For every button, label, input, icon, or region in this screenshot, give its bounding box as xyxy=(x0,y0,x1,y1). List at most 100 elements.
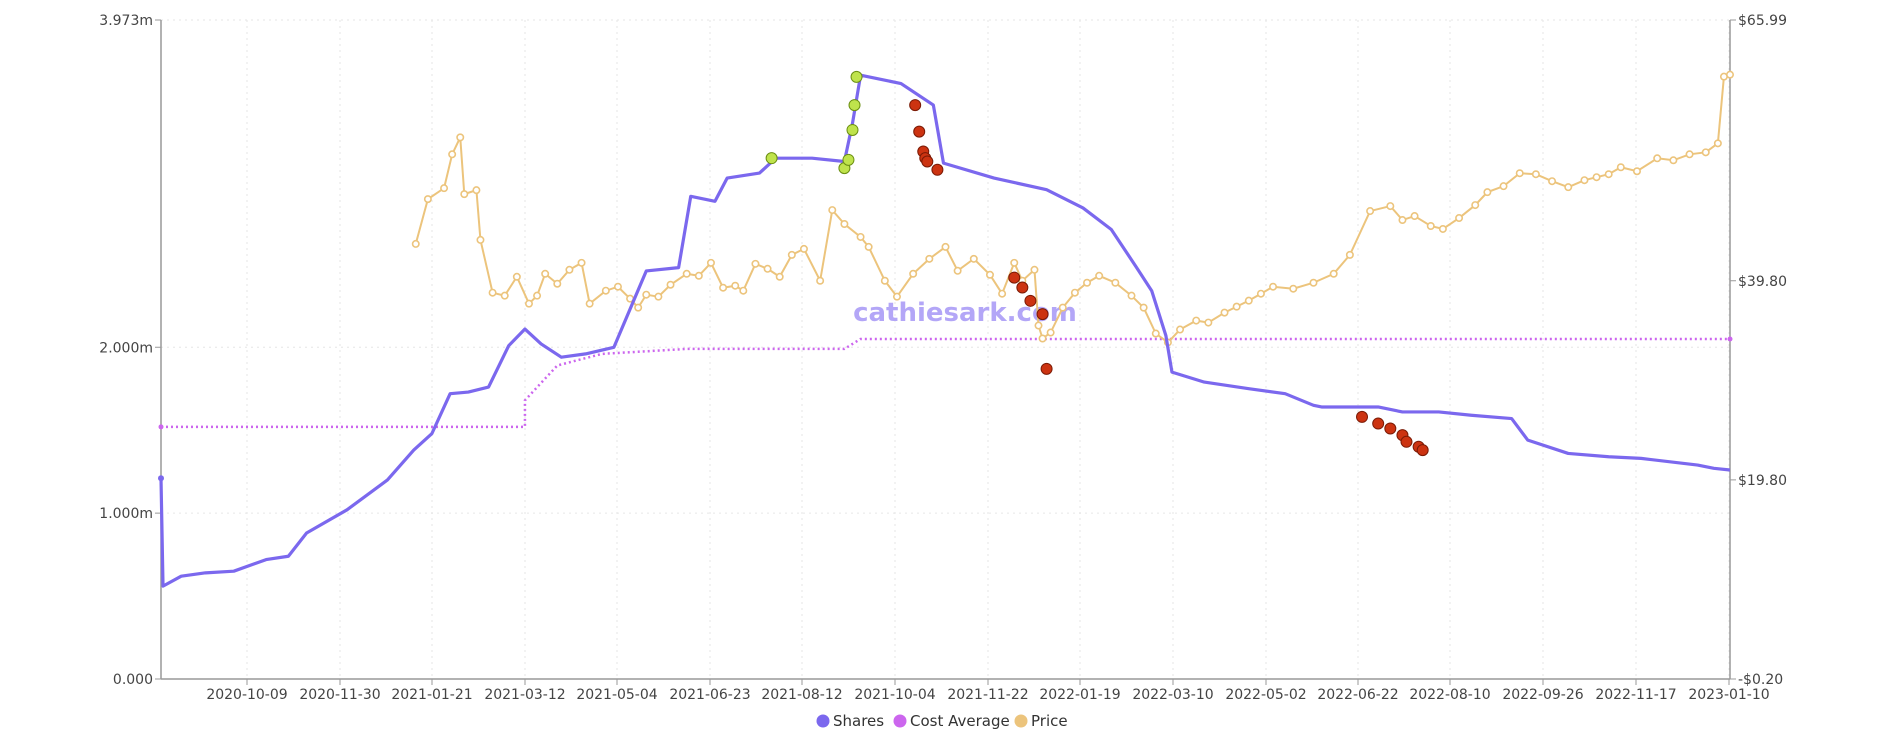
price-point xyxy=(775,272,784,281)
price-point xyxy=(512,272,521,281)
buy-marker xyxy=(848,99,861,112)
right-tick-label: $65.99 xyxy=(1738,13,1787,29)
price-point xyxy=(1653,154,1662,163)
price-point xyxy=(1289,284,1298,293)
price-point xyxy=(1244,296,1253,305)
sell-marker xyxy=(1384,422,1397,435)
legend-item-cost-average[interactable]: Cost Average xyxy=(893,712,1010,730)
price-point xyxy=(666,280,675,289)
left-tick-label: 0.000 xyxy=(113,672,153,688)
price-point xyxy=(1499,182,1508,191)
price-point xyxy=(799,244,808,253)
price-point xyxy=(553,279,562,288)
sell-marker xyxy=(913,125,926,138)
price-point xyxy=(1713,139,1722,148)
sell-marker xyxy=(1016,281,1029,294)
price-point xyxy=(524,299,533,308)
price-point xyxy=(1220,308,1229,317)
price-point xyxy=(787,250,796,259)
price-point xyxy=(828,206,837,215)
price-point xyxy=(1580,176,1589,185)
price-point xyxy=(411,239,420,248)
x-tick-label: 2022-06-22 xyxy=(1317,687,1398,703)
price-point xyxy=(642,290,651,299)
price-point xyxy=(1038,334,1047,343)
price-point xyxy=(423,195,432,204)
price-point xyxy=(731,281,740,290)
x-tick-label: 2022-08-10 xyxy=(1409,687,1490,703)
price-point xyxy=(1083,278,1092,287)
legend-label-shares: Shares xyxy=(833,712,884,730)
x-tick-label: 2021-08-12 xyxy=(761,687,842,703)
price-point xyxy=(1455,214,1464,223)
sell-marker xyxy=(931,163,944,176)
price-point xyxy=(751,259,760,268)
price-point xyxy=(1438,224,1447,233)
price-point xyxy=(1366,207,1375,216)
price-point xyxy=(476,235,485,244)
x-tick-label: 2022-11-17 xyxy=(1595,687,1676,703)
sell-marker xyxy=(1400,435,1413,448)
sell-marker xyxy=(1024,294,1037,307)
price-point xyxy=(1309,278,1318,287)
sell-marker xyxy=(1416,444,1429,457)
price-point xyxy=(1726,70,1735,79)
price-point xyxy=(1701,148,1710,157)
price-point xyxy=(909,269,918,278)
x-tick-label: 2021-03-12 xyxy=(484,687,565,703)
series-layer xyxy=(158,70,1735,588)
cost-average-end-point xyxy=(1727,336,1733,342)
legend-swatch-cost-average xyxy=(893,714,907,728)
axis-ticks: 2020-10-09 2020-11-30 2021-01-21 2021-03-12… xyxy=(99,13,1787,703)
x-tick-label: 2022-01-19 xyxy=(1039,687,1120,703)
x-tick-label: 2021-01-21 xyxy=(391,687,472,703)
price-point xyxy=(840,220,849,229)
buy-marker xyxy=(846,123,859,136)
price-point xyxy=(763,264,772,273)
price-point xyxy=(1531,170,1540,179)
price-point xyxy=(1548,177,1557,186)
price-point xyxy=(1685,150,1694,159)
legend-item-shares[interactable]: Shares xyxy=(816,712,885,730)
price-point xyxy=(925,254,934,263)
price-point xyxy=(1010,258,1019,267)
price-point xyxy=(1398,216,1407,225)
x-tick-label: 2023-01-10 xyxy=(1688,687,1769,703)
right-tick-label: $39.80 xyxy=(1738,274,1787,290)
price-point xyxy=(1386,202,1395,211)
sell-marker xyxy=(921,155,934,168)
price-point xyxy=(456,133,465,142)
price-point xyxy=(1515,169,1524,178)
axes xyxy=(160,20,1731,680)
cost-average-line xyxy=(161,337,1730,429)
price-point xyxy=(1127,291,1136,300)
sell-marker xyxy=(1036,308,1049,321)
gridlines xyxy=(161,19,1730,680)
price-point xyxy=(577,258,586,267)
price-point xyxy=(892,292,901,301)
price-point xyxy=(1034,321,1043,330)
price-point xyxy=(448,150,457,159)
buy-marker xyxy=(850,70,863,83)
price-point xyxy=(1616,163,1625,172)
right-tick-label: $19.80 xyxy=(1738,473,1787,489)
price-point xyxy=(1329,269,1338,278)
price-point xyxy=(1632,167,1641,176)
legend-item-price[interactable]: Price xyxy=(1014,712,1068,730)
buy-marker xyxy=(765,152,778,165)
x-tick-label: 2022-05-02 xyxy=(1225,687,1306,703)
sell-marker xyxy=(1356,410,1369,423)
price-point xyxy=(682,269,691,278)
price-point xyxy=(472,186,481,195)
price-point xyxy=(1095,271,1104,280)
price-point xyxy=(1046,328,1055,337)
price-point xyxy=(1058,303,1067,312)
price-point xyxy=(654,292,663,301)
price-point xyxy=(880,276,889,285)
price-point xyxy=(601,286,610,295)
price-point xyxy=(585,299,594,308)
price-point xyxy=(998,289,1007,298)
price-point xyxy=(985,270,994,279)
price-point xyxy=(719,283,728,292)
